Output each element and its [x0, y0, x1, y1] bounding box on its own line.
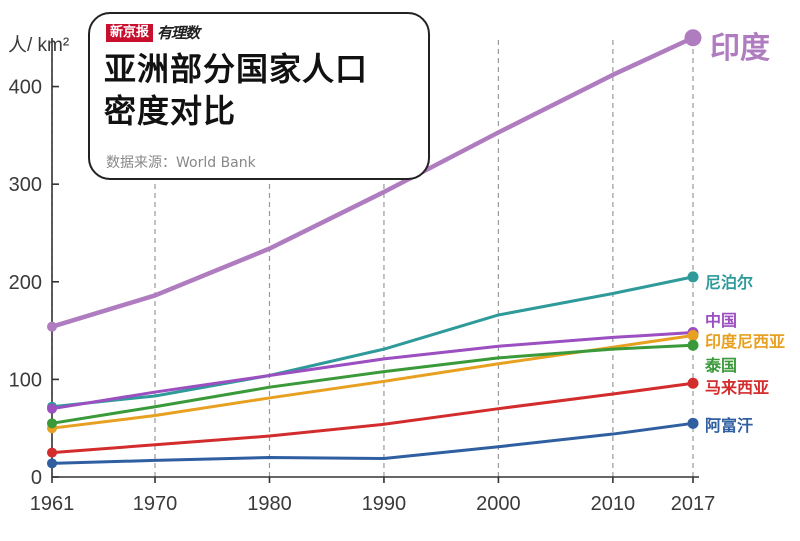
- series-start-point-6: [47, 458, 57, 469]
- x-tick-label-2010: 2010: [591, 493, 636, 515]
- series-line-0: [49, 35, 696, 329]
- series-label-3: 印度尼西亚: [705, 332, 785, 351]
- y-axis-label: 人/ km²: [8, 34, 69, 56]
- x-tick-label-1990: 1990: [362, 493, 407, 515]
- series-label-5: 马来西亚: [705, 378, 769, 397]
- series-label-0: 印度: [710, 31, 770, 66]
- brand-sub: 有理数: [157, 24, 200, 42]
- x-tick-label-1980: 1980: [247, 493, 292, 515]
- series-end-point-5: [687, 377, 699, 389]
- series-end-point-3: [687, 329, 699, 341]
- series-label-4: 泰国: [704, 356, 737, 375]
- series-end-point-1: [687, 271, 699, 283]
- brand-main: 新京报: [106, 23, 154, 42]
- series-line-3: [50, 333, 695, 430]
- series-line-1: [50, 275, 695, 409]
- y-tick-label-0: 0: [31, 467, 42, 489]
- chart-title: 亚洲部分国家人口 密度对比: [104, 48, 424, 132]
- chart-title-line2: 密度对比: [104, 92, 237, 130]
- y-tick-label-100: 100: [9, 369, 42, 391]
- axes: 0 100 200 300 400 1961 1970 1980 1990 2000 2010 201…: [8, 34, 715, 515]
- series-start-point-2: [47, 403, 57, 414]
- x-tick-label-1970: 1970: [133, 493, 178, 515]
- series-label-6: 阿富汗: [705, 416, 753, 435]
- title-box: 新京报 有理数 亚洲部分国家人口 密度对比 数据来源：World Bank: [88, 12, 430, 180]
- series-start-point-0: [47, 321, 57, 332]
- brand-logo: 新京报 有理数: [106, 22, 200, 43]
- series-line-2: [50, 331, 695, 411]
- y-tick-label-300: 300: [9, 174, 42, 196]
- series-end-point-6: [687, 417, 699, 429]
- chart-title-line1: 亚洲部分国家人口: [104, 50, 369, 88]
- series-start-point-5: [47, 447, 57, 458]
- series-start-point-4: [47, 418, 57, 429]
- series-label-2: 中国: [705, 311, 737, 330]
- x-tick-label-2017: 2017: [671, 493, 716, 515]
- y-tick-label-200: 200: [9, 272, 42, 294]
- x-tick-label-2000: 2000: [476, 493, 521, 515]
- data-source: 数据来源：World Bank: [106, 155, 256, 171]
- series-lines: [47, 29, 702, 469]
- series-line-4: [50, 343, 695, 425]
- series-end-point-4: [687, 339, 699, 351]
- x-tick-label-1961: 1961: [30, 493, 75, 515]
- series-line-5: [50, 381, 695, 455]
- series-label-1: 尼泊尔: [705, 273, 753, 292]
- series-end-point-0: [684, 29, 702, 47]
- series-line-6: [50, 421, 695, 465]
- y-tick-label-400: 400: [9, 77, 42, 99]
